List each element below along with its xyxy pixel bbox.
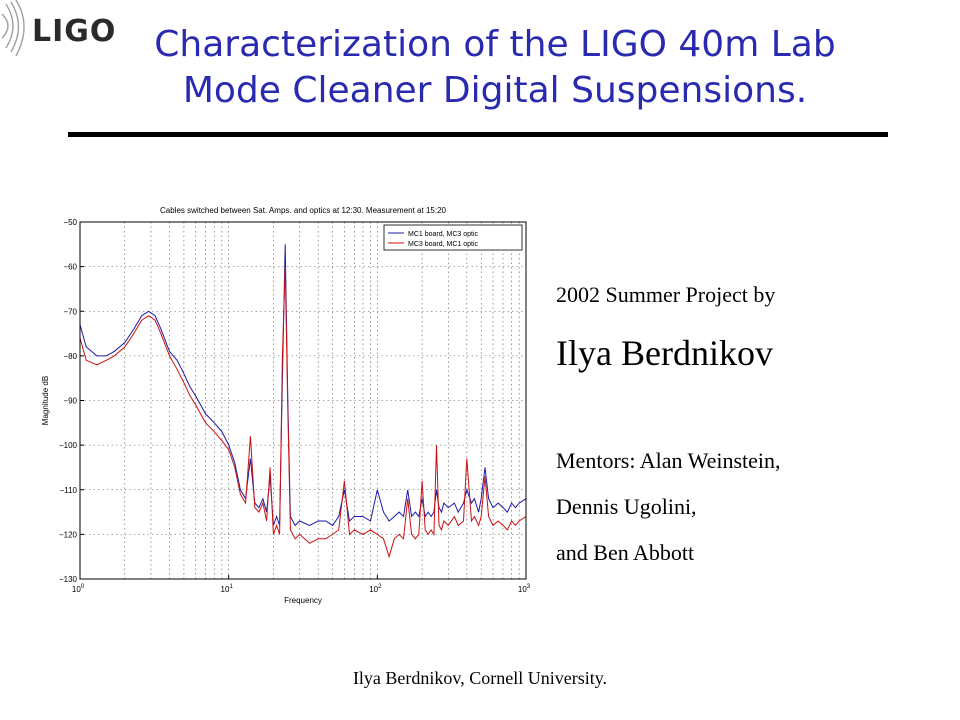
- project-line: 2002 Summer Project by: [556, 282, 776, 307]
- y-tick-label: −100: [59, 441, 78, 450]
- slide-title: Characterization of the LIGO 40m Lab Mod…: [95, 22, 895, 114]
- logo-text: LIGO: [32, 14, 117, 49]
- title-divider: [68, 132, 888, 137]
- x-tick-label: 101: [221, 584, 234, 594]
- x-tick-label: 102: [369, 584, 382, 594]
- slide-title-line1: Characterization of the LIGO 40m Lab: [154, 24, 836, 65]
- legend-label: MC1 board, MC3 optic: [408, 231, 479, 238]
- y-tick-label: −50: [63, 218, 77, 227]
- x-axis-label: Frequency: [284, 596, 322, 605]
- mentors-line1: Mentors: Alan Weinstein,: [556, 448, 781, 473]
- y-tick-label: −120: [59, 530, 78, 539]
- y-tick-label: −70: [63, 307, 77, 316]
- legend-box: [383, 224, 523, 251]
- mentors-line3: and Ben Abbott: [556, 540, 695, 565]
- y-tick-label: −110: [60, 486, 78, 495]
- slide-title-line2: Mode Cleaner Digital Suspensions.: [182, 70, 808, 111]
- y-tick-label: −60: [63, 263, 77, 272]
- y-tick-label: −90: [63, 397, 77, 406]
- author-name: Ilya Berdnikov: [556, 333, 773, 373]
- x-tick-label: 100: [72, 584, 85, 594]
- bode-magnitude-chart: −50 −60 −70 −80 −90 −100 −110 −120 −130 100 101 102…: [40, 194, 540, 606]
- ligo-logo: LIGO: [0, 0, 115, 80]
- footer: Ilya Berdnikov, Cornell University.: [352, 668, 608, 688]
- y-axis-label: Magnitude dB: [41, 376, 50, 425]
- chart-title: Cables switched between Sat. Amps. and o…: [160, 206, 446, 215]
- y-tick-label: −80: [63, 352, 77, 361]
- mentors-line2: Dennis Ugolini,: [556, 494, 697, 519]
- y-tick-label: −130: [59, 575, 78, 584]
- logo-arcs: [1, 0, 25, 57]
- x-tick-label: 103: [518, 584, 531, 594]
- series-line-1: [79, 244, 527, 527]
- legend-label: MC3 board, MC1 optic: [408, 241, 479, 248]
- series-line-2: [79, 266, 527, 559]
